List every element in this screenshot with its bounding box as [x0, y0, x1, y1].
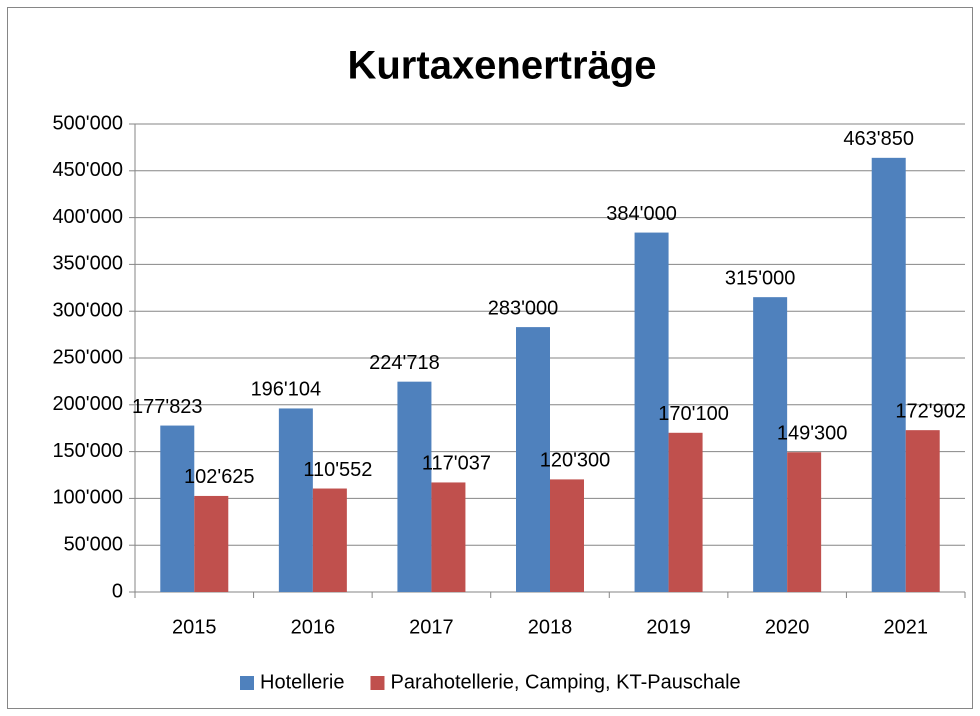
y-tick-label: 200'000	[52, 393, 123, 415]
bar	[787, 452, 822, 592]
data-label: 315'000	[725, 267, 796, 289]
x-tick-label: 2015	[172, 616, 217, 638]
data-label: 384'000	[606, 203, 677, 225]
bar	[668, 432, 703, 592]
data-label: 283'000	[488, 297, 559, 319]
bar	[278, 408, 313, 592]
x-tick-label: 2018	[528, 616, 573, 638]
data-label: 149'300	[777, 423, 848, 445]
y-tick-label: 100'000	[52, 487, 123, 509]
bar	[431, 482, 466, 592]
bar	[516, 327, 550, 592]
x-tick-label: 2019	[646, 616, 691, 638]
bar	[312, 488, 347, 592]
data-label: 224'718	[369, 352, 440, 374]
y-tick-label: 500'000	[52, 112, 123, 134]
y-tick-label: 0	[112, 580, 123, 602]
x-tick-label: 2021	[883, 616, 928, 638]
y-tick-label: 300'000	[52, 299, 123, 321]
bar	[397, 381, 432, 592]
legend-swatch	[370, 676, 385, 690]
data-label: 177'823	[132, 396, 203, 418]
data-label: 117'037	[422, 453, 491, 475]
chart-title: Kurtaxenerträge	[347, 44, 656, 88]
data-label: 463'850	[843, 128, 914, 150]
data-label: 102'625	[184, 466, 255, 488]
legend-label: Hotellerie	[260, 671, 344, 693]
bar	[550, 479, 584, 592]
x-tick-label: 2017	[409, 616, 454, 638]
data-label: 120'300	[540, 450, 611, 472]
y-tick-label: 50'000	[64, 533, 123, 555]
legend-swatch	[240, 676, 254, 690]
data-label: 172'902	[895, 400, 966, 422]
data-label: 196'104	[251, 379, 322, 401]
bar	[634, 232, 669, 593]
bar	[871, 157, 906, 592]
data-label: 170'100	[658, 403, 729, 425]
data-label: 110'552	[303, 459, 372, 481]
bar	[753, 297, 788, 592]
bar	[905, 430, 940, 592]
x-tick-label: 2016	[291, 616, 336, 638]
y-tick-label: 400'000	[52, 206, 123, 228]
x-tick-label: 2020	[765, 616, 810, 638]
y-tick-label: 150'000	[52, 440, 123, 462]
y-tick-label: 350'000	[52, 253, 123, 275]
bar	[160, 425, 195, 592]
y-tick-label: 450'000	[52, 159, 123, 181]
bar	[194, 495, 229, 592]
legend-label: Parahotellerie, Camping, KT-Pauschale	[390, 671, 740, 693]
y-tick-label: 250'000	[52, 346, 123, 368]
